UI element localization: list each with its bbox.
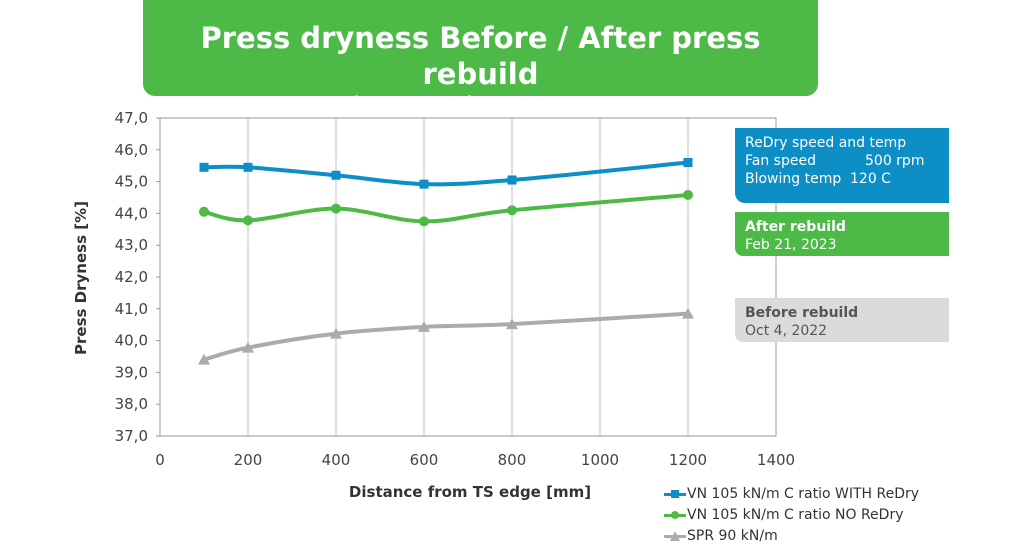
legend-label-no-redry: VN 105 kN/m C ratio NO ReDry (687, 506, 904, 523)
axes (156, 117, 777, 437)
series-lines (198, 158, 694, 365)
tick-labels: 0 200 400 600 800 1000 1200 1400 37,0 38,0 39,0 40,… (115, 109, 796, 469)
legend-label-redry: VN 105 kN/m C ratio WITH ReDry (687, 485, 920, 502)
y-tick-label: 42,0 (115, 268, 148, 286)
blowing-temp-value: 120 C (850, 171, 891, 187)
data-point (331, 170, 341, 180)
data-point (507, 175, 517, 185)
y-tick-label: 40,0 (115, 332, 148, 350)
y-tick-label: 37,0 (115, 427, 148, 445)
x-axis-label: Distance from TS edge [mm] (349, 483, 591, 501)
before-rebuild-title: Before rebuild (745, 305, 859, 321)
legend-swatch-spr (664, 530, 686, 541)
y-tick-label: 39,0 (115, 363, 148, 381)
before-rebuild-date: Oct 4, 2022 (745, 323, 828, 339)
redry-settings-note: ReDry speed and temp Fan speed 500 rpm B… (735, 128, 949, 203)
x-tick-label: 1200 (669, 451, 707, 469)
y-tick-label: 43,0 (115, 236, 148, 254)
title-banner: Press dryness Before / After press rebui… (143, 0, 818, 111)
y-tick-label: 45,0 (115, 173, 148, 191)
data-point (682, 307, 694, 319)
fan-speed-label: Fan speed (745, 153, 816, 169)
data-point (418, 320, 430, 332)
blowing-temp-row: Blowing temp 120 C (745, 170, 939, 188)
before-rebuild-note: Before rebuild Oct 4, 2022 (735, 298, 949, 342)
data-point (506, 318, 518, 330)
data-point (243, 162, 253, 172)
blowing-temp-label: Blowing temp (745, 171, 842, 187)
after-rebuild-title: After rebuild (745, 219, 846, 235)
x-tick-label: 400 (322, 451, 351, 469)
chart-subtitle: Towel 20 gsm, Yankee 1620 - 1650 mpm (311, 93, 650, 111)
after-rebuild-date: Feb 21, 2023 (745, 237, 837, 253)
data-point (199, 206, 209, 217)
fan-speed-row: Fan speed 500 rpm (745, 152, 939, 170)
series-line-0 (202, 160, 690, 187)
after-rebuild-note: After rebuild Feb 21, 2023 (735, 212, 949, 256)
data-point (331, 203, 341, 214)
data-point (507, 205, 517, 216)
x-tick-label: 1000 (581, 451, 619, 469)
chart-title: Press dryness Before / After press rebui… (200, 21, 761, 91)
legend-label-spr: SPR 90 kN/m (687, 527, 778, 544)
y-tick-label: 44,0 (115, 204, 148, 222)
data-point (330, 327, 342, 339)
y-tick-label: 38,0 (115, 395, 148, 413)
legend-swatch-redry (664, 489, 686, 499)
legend-item-redry: VN 105 kN/m C ratio WITH ReDry (664, 483, 919, 504)
y-tick-label: 46,0 (115, 141, 148, 159)
series-line-2 (202, 311, 690, 362)
data-point (683, 189, 693, 200)
series-line-1 (202, 192, 690, 224)
x-tick-label: 800 (498, 451, 527, 469)
fan-speed-value: 500 rpm (865, 153, 925, 169)
y-tick-label: 47,0 (115, 109, 148, 127)
x-tick-label: 200 (234, 451, 263, 469)
grid-lines (247, 118, 777, 436)
legend: VN 105 kN/m C ratio WITH ReDry VN 105 kN… (664, 483, 919, 546)
data-point (242, 341, 254, 353)
legend-swatch-no-redry (664, 510, 686, 520)
data-point (243, 215, 253, 226)
data-point (198, 353, 210, 365)
data-point (683, 158, 693, 168)
x-tick-label: 0 (155, 451, 165, 469)
legend-item-spr: SPR 90 kN/m (664, 525, 919, 546)
legend-item-no-redry: VN 105 kN/m C ratio NO ReDry (664, 504, 919, 525)
x-tick-label: 1400 (757, 451, 795, 469)
plot-area (159, 117, 777, 437)
data-point (419, 179, 429, 189)
data-point (199, 162, 209, 172)
y-axis-label: Press Dryness [%] (72, 201, 90, 355)
data-point (419, 216, 429, 227)
x-tick-label: 600 (410, 451, 439, 469)
y-tick-label: 41,0 (115, 300, 148, 318)
redry-note-title: ReDry speed and temp (745, 135, 907, 151)
